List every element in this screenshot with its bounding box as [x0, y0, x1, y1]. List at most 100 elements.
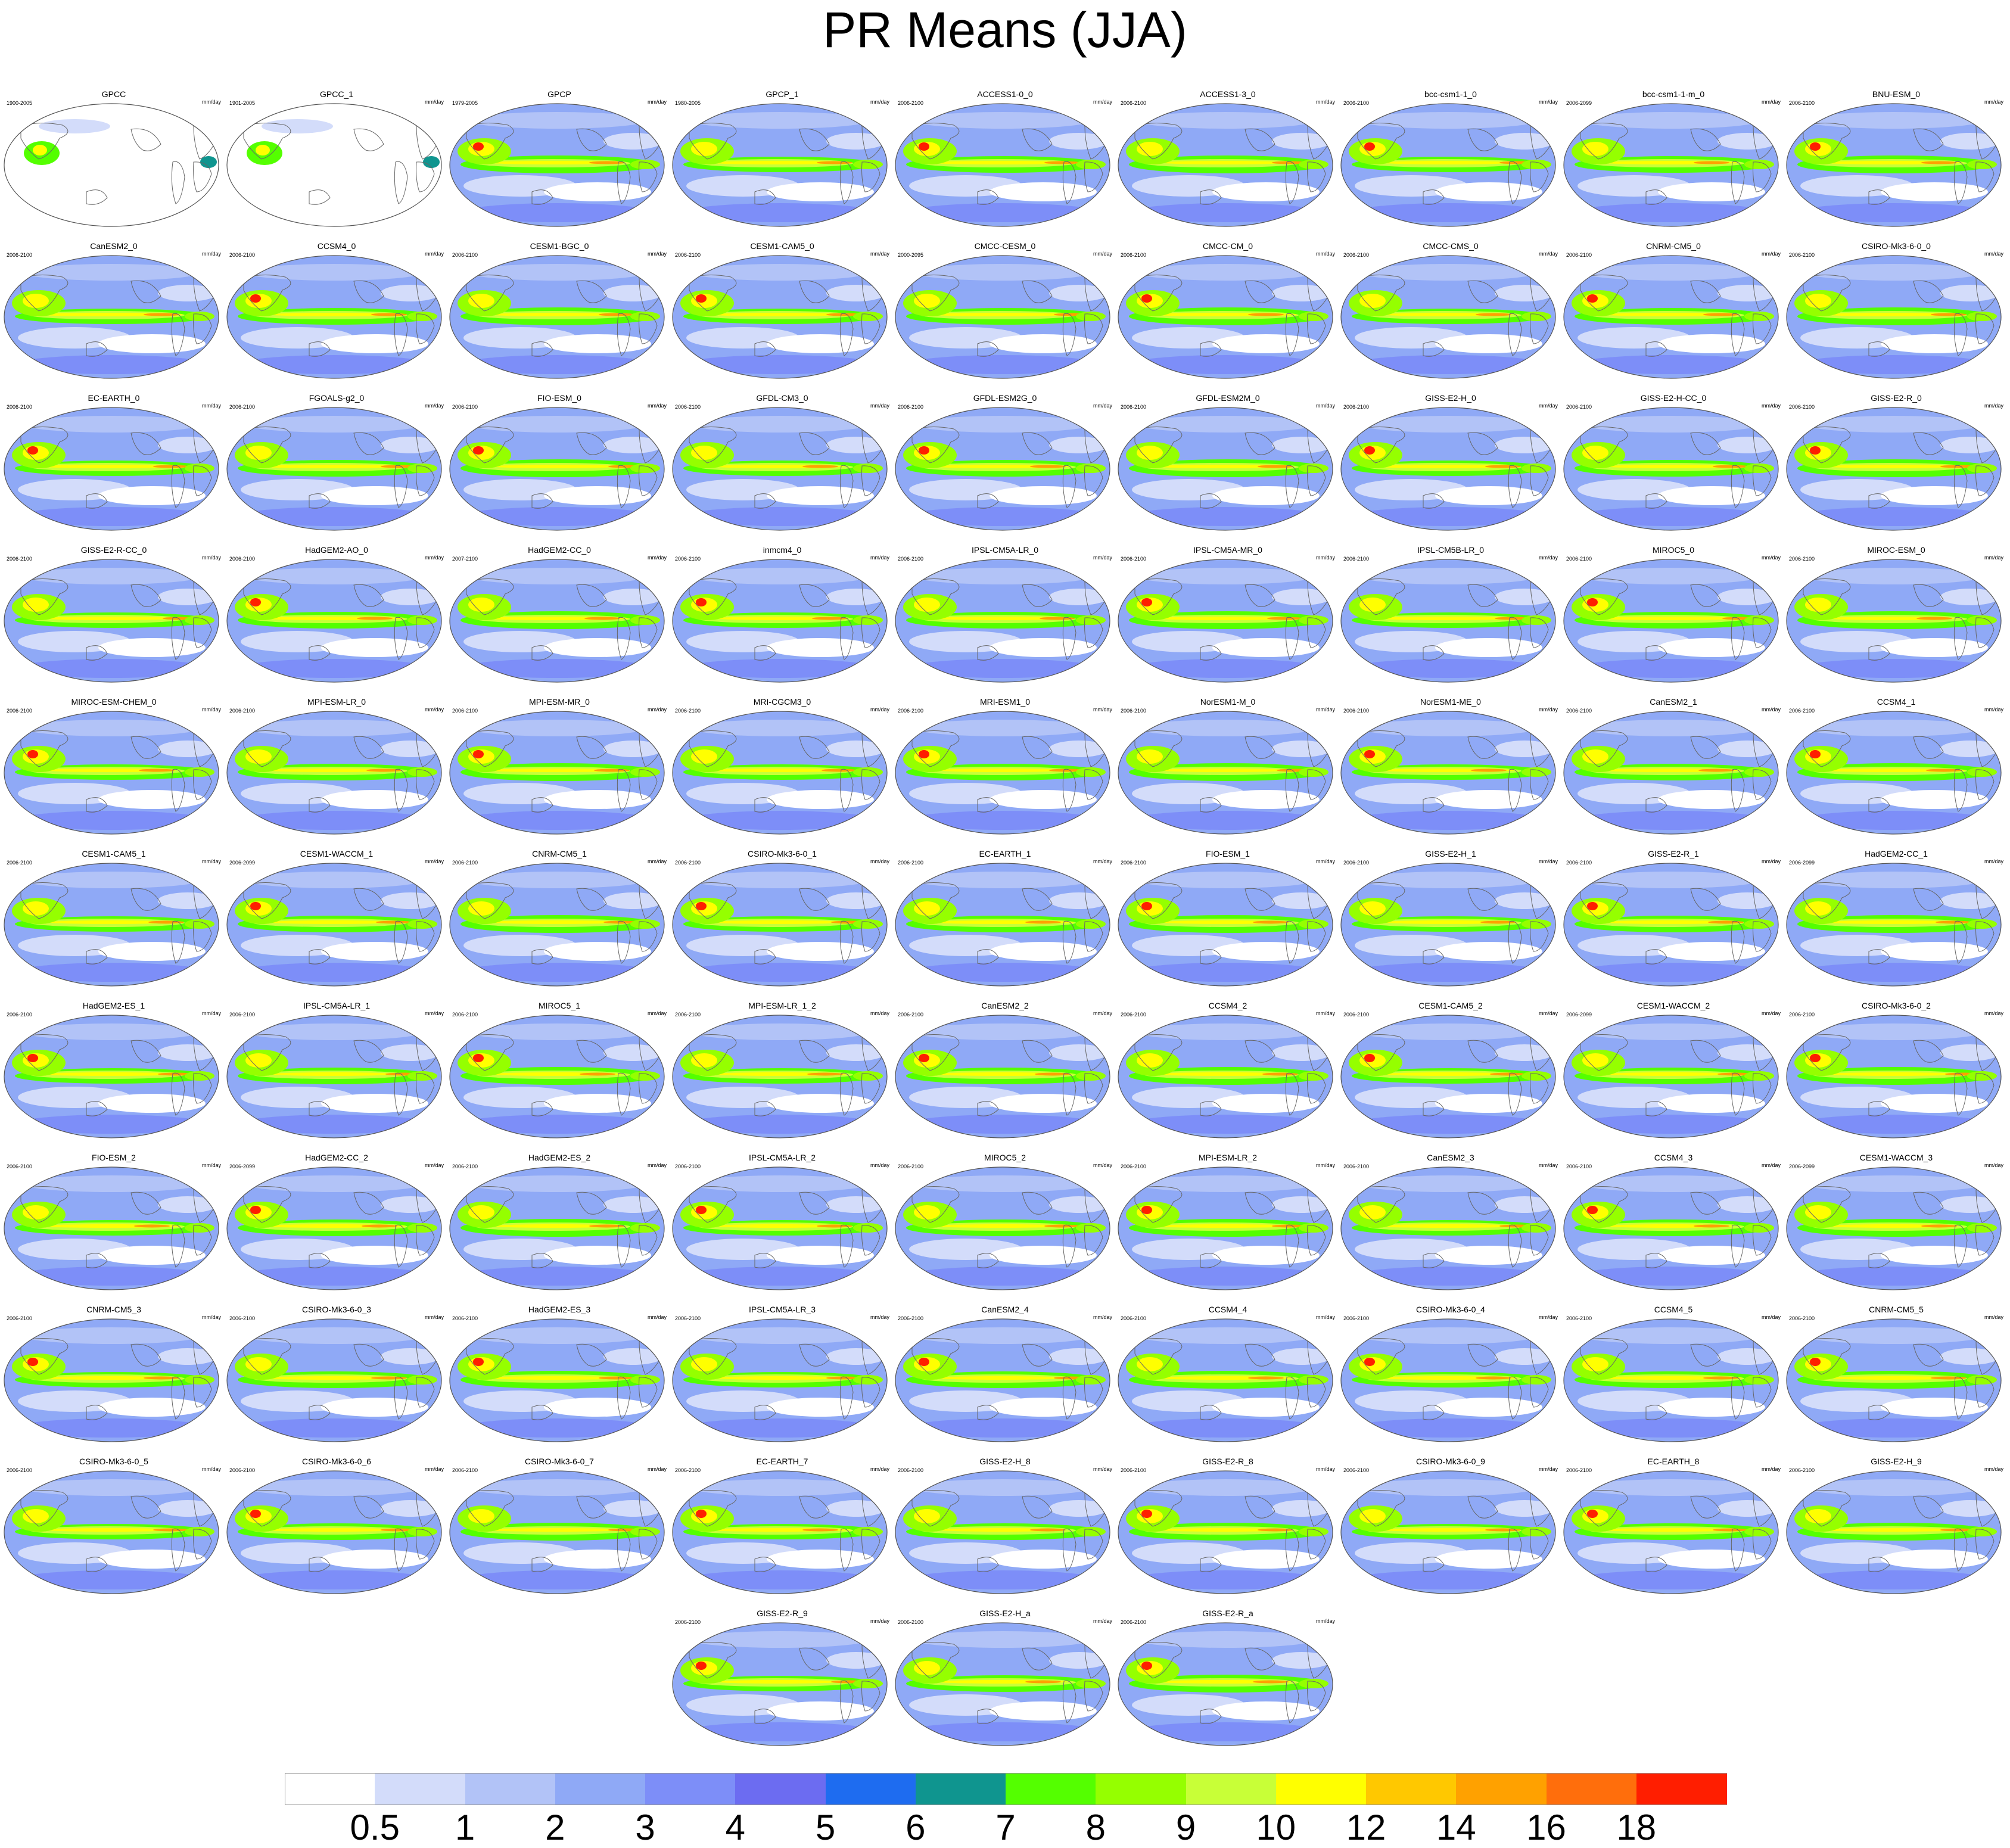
- panel-years: 2006-2100: [1566, 556, 1592, 562]
- panel-years: 2006-2100: [1789, 100, 1815, 106]
- panel-units: mm/day: [1761, 1314, 1781, 1320]
- panel-units: mm/day: [424, 1010, 444, 1016]
- panel-years: 2006-2100: [229, 1315, 256, 1321]
- panel-years: 2006-2100: [1343, 404, 1370, 410]
- panel-title: CanESM2_4: [981, 1305, 1029, 1314]
- panel-units: mm/day: [1538, 555, 1558, 561]
- panel-title: GISS-E2-R_9: [757, 1609, 808, 1618]
- panel-title: GPCC_1: [319, 89, 354, 99]
- precipitation-map: [1563, 1166, 1779, 1290]
- panel-units: mm/day: [1093, 1314, 1112, 1320]
- precipitation-map: [1563, 1318, 1779, 1442]
- panel-units: mm/day: [424, 707, 444, 713]
- panel-title: HadGEM2-CC_0: [528, 545, 591, 555]
- precipitation-map: [1340, 103, 1556, 227]
- panel-years: 1901-2005: [229, 100, 256, 106]
- map-panel: EC-EARTH_1 2006-2100 mm/day: [894, 849, 1116, 998]
- panel-units: mm/day: [1761, 1162, 1781, 1168]
- precipitation-map: [1118, 1166, 1333, 1290]
- panel-units: mm/day: [1315, 555, 1335, 561]
- panel-title: NorESM1-M_0: [1200, 697, 1256, 707]
- panel-title: GISS-E2-H_8: [979, 1457, 1031, 1466]
- panel-years: 2006-2100: [675, 1619, 701, 1625]
- precipitation-map: [4, 1166, 219, 1290]
- panel-title: GISS-E2-R_8: [1202, 1457, 1253, 1466]
- panel-title: MIROC5_2: [984, 1153, 1026, 1162]
- colorbar-swatch: [375, 1773, 466, 1805]
- map-panel: CanESM2_1 2006-2100 mm/day: [1563, 697, 1784, 846]
- map-panel: IPSL-CM5A-MR_0 2006-2100 mm/day: [1117, 545, 1339, 694]
- map-panel: CanESM2_0 2006-2100 mm/day: [3, 241, 225, 390]
- panel-years: 2006-2100: [7, 404, 33, 410]
- colorbar-tick-label: 3: [635, 1807, 655, 1847]
- panel-title: GISS-E2-R-CC_0: [80, 545, 147, 555]
- precipitation-map: [1786, 407, 2002, 531]
- panel-title: MIROC-ESM_0: [1867, 545, 1925, 555]
- map-panel: EC-EARTH_7 2006-2100 mm/day: [671, 1457, 893, 1606]
- colorbar-tick-label: 16: [1526, 1807, 1566, 1847]
- map-panel: inmcm4_0 2006-2100 mm/day: [671, 545, 893, 694]
- panel-title: EC-EARTH_0: [88, 393, 140, 403]
- panel-units: mm/day: [870, 1010, 889, 1016]
- precipitation-map: [1786, 1015, 2002, 1138]
- panel-years: 2006-2099: [1789, 860, 1815, 866]
- precipitation-map: [226, 103, 442, 227]
- map-panel: MIROC5_1 2006-2100 mm/day: [449, 1001, 670, 1150]
- panel-units: mm/day: [1984, 858, 2003, 864]
- panel-years: 2006-2100: [1566, 1163, 1592, 1169]
- panel-title: CESM1-WACCM_3: [1859, 1153, 1933, 1162]
- panel-years: 2006-2100: [1343, 1315, 1370, 1321]
- panel-years: 2006-2100: [1343, 556, 1370, 562]
- map-panel: FIO-ESM_0 2006-2100 mm/day: [449, 393, 670, 542]
- panel-years: 2006-2100: [675, 252, 701, 258]
- map-panel: HadGEM2-ES_2 2006-2100 mm/day: [449, 1153, 670, 1302]
- panel-title: GISS-E2-H-CC_0: [1640, 393, 1707, 403]
- panel-units: mm/day: [647, 707, 667, 713]
- precipitation-map: [895, 103, 1110, 227]
- map-panel: EC-EARTH_0 2006-2100 mm/day: [3, 393, 225, 542]
- precipitation-map: [449, 407, 665, 531]
- precipitation-map: [895, 1015, 1110, 1138]
- map-panel: bcc-csm1-1_0 2006-2100 mm/day: [1340, 89, 1561, 238]
- precipitation-map: [4, 1015, 219, 1138]
- panel-units: mm/day: [1315, 251, 1335, 257]
- precipitation-map: [1340, 407, 1556, 531]
- panel-units: mm/day: [1761, 251, 1781, 257]
- map-panel: CESM1-WACCM_3 2006-2099 mm/day: [1785, 1153, 2007, 1302]
- colorbar-swatch: [1546, 1773, 1637, 1805]
- map-panel: GISS-E2-H_a 2006-2100 mm/day: [894, 1609, 1116, 1757]
- precipitation-map: [1786, 1166, 2002, 1290]
- map-panel: CSIRO-Mk3-6-0_2 2006-2100 mm/day: [1785, 1001, 2007, 1150]
- panel-years: 2006-2100: [1789, 252, 1815, 258]
- map-panel: NorESM1-ME_0 2006-2100 mm/day: [1340, 697, 1561, 846]
- panel-grid: GPCC 1900-2005 mm/day GPCC_1 1901-2005 mm/day…: [3, 89, 2007, 1757]
- map-panel: IPSL-CM5A-LR_1 2006-2100 mm/day: [226, 1001, 447, 1150]
- panel-title: CCSM4_0: [317, 241, 356, 251]
- colorbar-swatch: [735, 1773, 826, 1805]
- panel-units: mm/day: [201, 707, 221, 713]
- panel-units: mm/day: [1093, 707, 1112, 713]
- precipitation-map: [672, 863, 888, 987]
- panel-units: mm/day: [870, 251, 889, 257]
- panel-years: 2006-2100: [898, 1163, 924, 1169]
- colorbar-swatch: [1456, 1773, 1547, 1805]
- panel-units: mm/day: [201, 555, 221, 561]
- precipitation-map: [1786, 1318, 2002, 1442]
- panel-years: 2006-2100: [452, 1467, 478, 1473]
- panel-years: 2006-2099: [1566, 100, 1592, 106]
- panel-title: MPI-ESM-LR_0: [307, 697, 366, 707]
- panel-title: FIO-ESM_1: [1206, 849, 1250, 858]
- panel-years: 2006-2100: [1121, 1012, 1147, 1018]
- precipitation-map: [226, 1470, 442, 1594]
- map-panel: CMCC-CM_0 2006-2100 mm/day: [1117, 241, 1339, 390]
- precipitation-map: [449, 1166, 665, 1290]
- map-panel: MIROC5_2 2006-2100 mm/day: [894, 1153, 1116, 1302]
- panel-title: CESM1-CAM5_1: [82, 849, 146, 858]
- panel-units: mm/day: [201, 1466, 221, 1472]
- map-panel: GPCP 1979-2005 mm/day: [449, 89, 670, 238]
- colorbar-tick-label: 5: [815, 1807, 836, 1847]
- map-panel: MPI-ESM-LR_2 2006-2100 mm/day: [1117, 1153, 1339, 1302]
- panel-title: NorESM1-ME_0: [1420, 697, 1481, 707]
- panel-title: MIROC5_0: [1652, 545, 1695, 555]
- panel-units: mm/day: [1984, 1314, 2003, 1320]
